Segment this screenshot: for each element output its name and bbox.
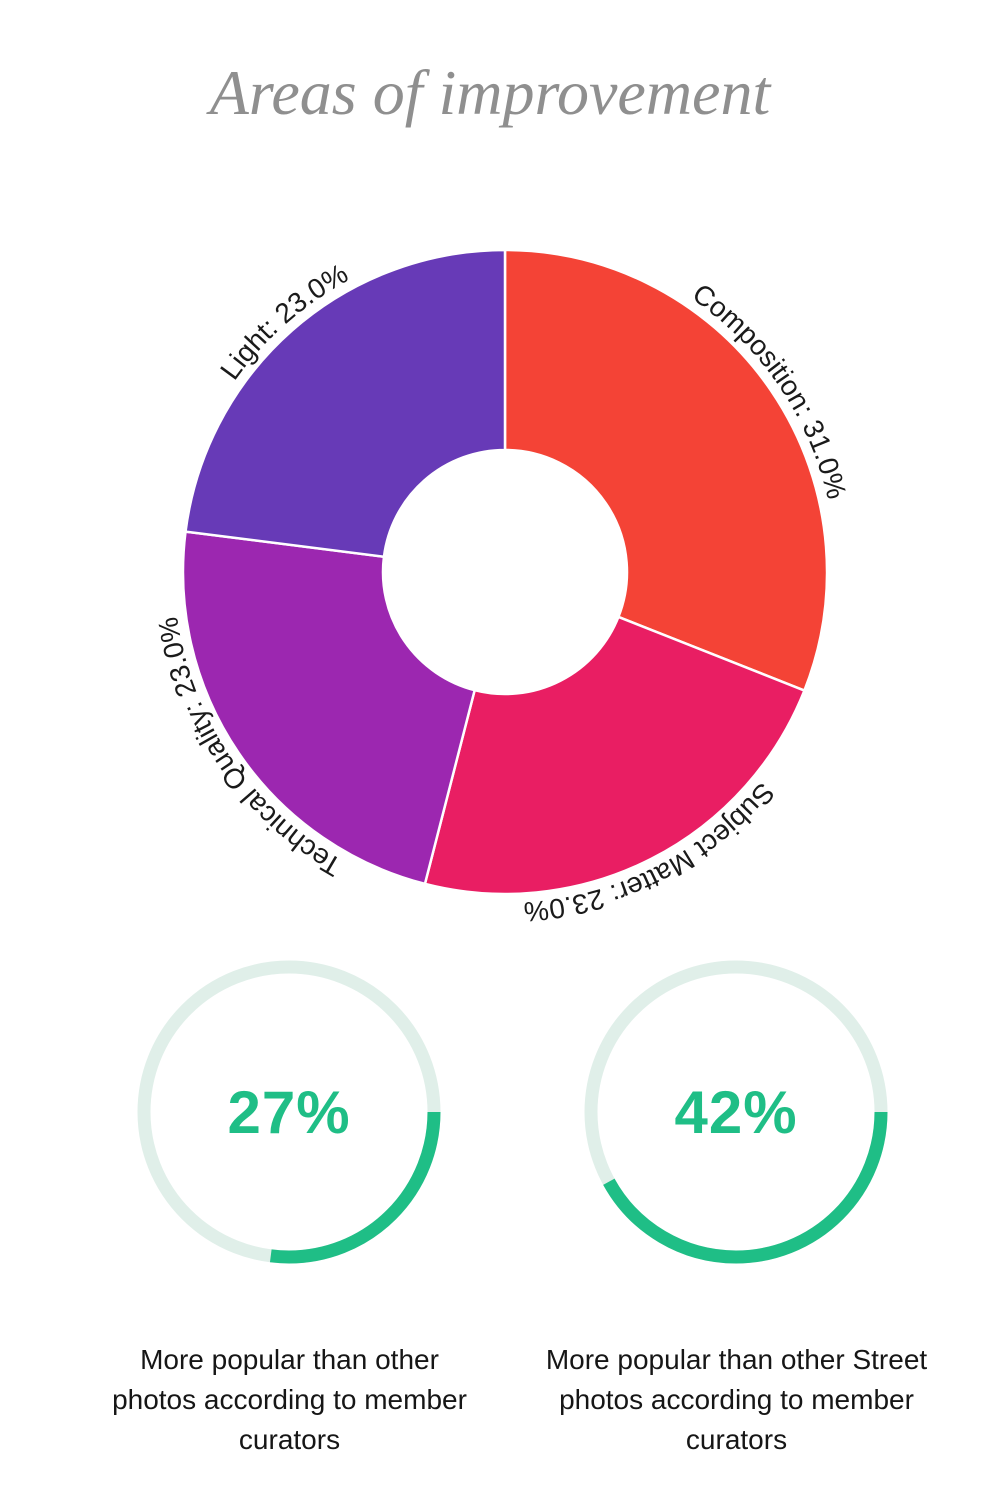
gauge-value: 42% (674, 1078, 798, 1146)
donut-segment-technical-quality (181, 530, 476, 886)
gauge-caption-street-photos: More popular than other Street photos ac… (545, 1344, 928, 1455)
gauge-popular-street-photos: 42% (581, 957, 891, 1267)
gauge-caption-all-photos: More popular than other photos according… (112, 1344, 467, 1455)
donut-chart: Composition: 31.0%Subject Matter: 23.0%T… (152, 248, 852, 928)
gauge-popular-all-photos: 27% (134, 957, 444, 1267)
donut-segment-light (184, 248, 507, 558)
donut-segments (181, 248, 829, 896)
donut-segment-subject-matter (423, 615, 806, 896)
donut-segment-composition (503, 248, 829, 692)
gauge-progress-arc (137, 960, 441, 1264)
gauge-value: 27% (227, 1078, 351, 1146)
page-title: Areas of improvement (209, 57, 771, 128)
gauge-progress-arc (584, 960, 888, 1264)
